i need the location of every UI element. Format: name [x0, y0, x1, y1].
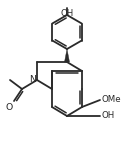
Text: OH: OH [60, 9, 74, 18]
Text: OMe: OMe [101, 95, 121, 104]
Text: OH: OH [101, 111, 114, 120]
Text: O: O [6, 103, 13, 112]
Polygon shape [64, 49, 70, 62]
Text: N: N [29, 76, 36, 85]
